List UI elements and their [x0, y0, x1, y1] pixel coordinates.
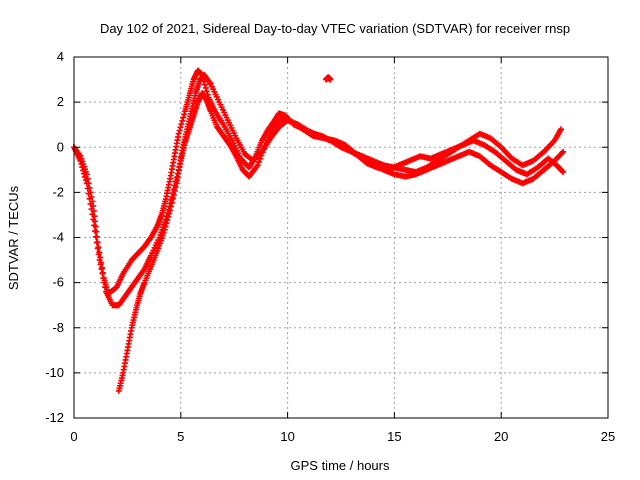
x-tick-label: 25: [601, 429, 615, 444]
data-point: [167, 207, 174, 214]
data-point: [94, 245, 101, 252]
y-tick-label: 0: [57, 139, 64, 154]
plot-series: [71, 67, 567, 394]
data-point: [178, 121, 185, 128]
data-point: [85, 190, 92, 197]
data-point: [181, 111, 188, 118]
data-point: [77, 157, 84, 164]
data-point: [81, 170, 88, 177]
data-point: [99, 270, 106, 277]
y-tick-label: 2: [57, 94, 64, 109]
data-point: [160, 229, 167, 236]
data-point: [201, 81, 208, 88]
y-tick-label: -8: [52, 320, 64, 335]
x-tick-labels: 0 5 10 15 20 25: [70, 429, 615, 444]
data-point: [168, 203, 175, 210]
data-point: [169, 195, 176, 202]
data-point: [262, 142, 269, 149]
y-tick-label: 4: [57, 49, 64, 64]
data-point: [92, 228, 99, 235]
y-tick-label: -2: [52, 184, 64, 199]
data-point: [83, 180, 90, 187]
data-point: [255, 159, 262, 166]
data-point: [559, 168, 566, 175]
y-tick-labels: -12 -10 -8 -6 -4 -2 0 2 4: [45, 49, 64, 425]
axis-ticks: [73, 56, 609, 419]
data-point: [90, 216, 97, 223]
y-axis-label: SDTVAR / TECUs: [6, 185, 21, 290]
series-track-b: [71, 72, 567, 309]
data-point: [97, 261, 104, 268]
data-point: [560, 169, 567, 176]
data-point: [180, 114, 187, 121]
data-point: [88, 206, 95, 213]
data-point: [179, 117, 186, 124]
data-point: [82, 177, 89, 184]
y-tick-label: -6: [52, 275, 64, 290]
data-point: [163, 220, 170, 227]
data-point: [165, 213, 172, 220]
x-tick-label: 10: [280, 429, 294, 444]
y-tick-label: -10: [45, 365, 64, 380]
data-point: [203, 88, 210, 95]
data-point: [175, 130, 182, 137]
x-axis-label: GPS time / hours: [291, 458, 390, 473]
data-point: [95, 251, 102, 258]
data-point: [176, 127, 183, 134]
data-point: [78, 161, 85, 168]
series-track-d: [323, 74, 334, 83]
data-point: [89, 211, 96, 218]
data-point: [171, 188, 178, 195]
data-point: [260, 146, 267, 153]
data-point: [100, 275, 107, 282]
x-tick-label: 15: [387, 429, 401, 444]
data-point: [92, 233, 99, 240]
data-point: [161, 226, 168, 233]
series-track-c: [115, 90, 567, 394]
data-point: [168, 199, 175, 206]
data-point: [257, 155, 264, 162]
data-point: [254, 162, 261, 169]
data-point: [79, 164, 86, 171]
data-point: [259, 149, 266, 156]
x-tick-label: 5: [177, 429, 184, 444]
data-point: [96, 257, 103, 264]
chart-title: Day 102 of 2021, Sidereal Day-to-day VTE…: [100, 21, 570, 36]
data-point: [177, 124, 184, 131]
data-point: [258, 152, 265, 159]
grid: [74, 57, 608, 418]
data-point: [102, 284, 109, 291]
data-point: [162, 223, 169, 230]
data-point: [164, 217, 171, 224]
y-tick-label: -4: [52, 230, 64, 245]
data-point: [327, 76, 334, 83]
data-point: [202, 84, 209, 91]
data-point: [170, 191, 177, 198]
y-tick-label: -12: [45, 410, 64, 425]
data-point: [166, 210, 173, 217]
data-point: [81, 173, 88, 180]
data-point: [172, 184, 179, 191]
data-point: [86, 195, 93, 202]
data-point: [560, 148, 567, 155]
data-point: [558, 126, 565, 133]
data-point: [98, 266, 105, 273]
data-point: [80, 167, 87, 174]
x-tick-label: 0: [70, 429, 77, 444]
data-point: [93, 239, 100, 246]
data-point: [101, 279, 108, 286]
data-point: [87, 200, 94, 207]
data-point: [91, 222, 98, 229]
data-point: [84, 185, 91, 192]
x-tick-label: 20: [494, 429, 508, 444]
